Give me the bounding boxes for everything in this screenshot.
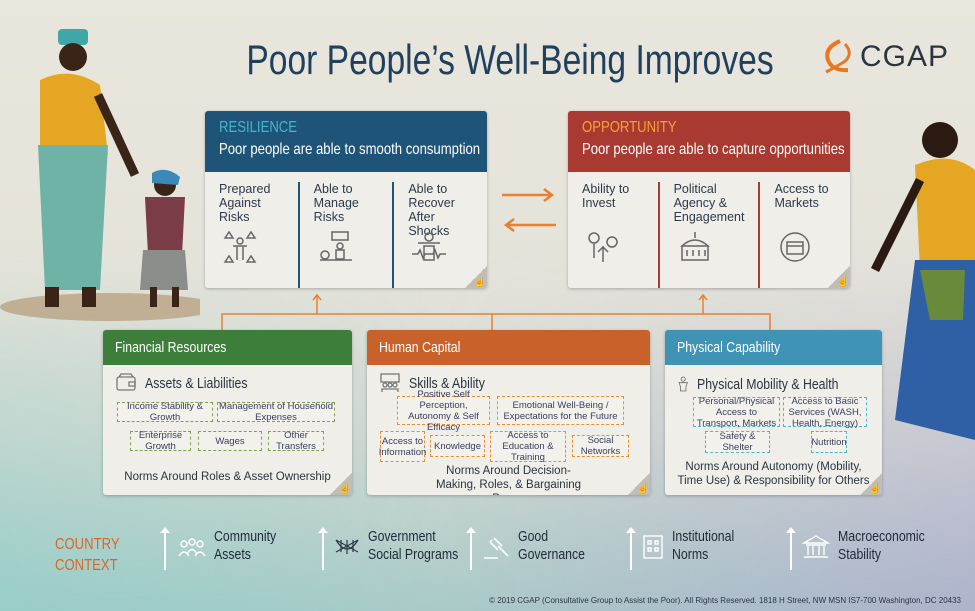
bank-columns-icon [802, 535, 830, 558]
connector-lines [221, 293, 771, 330]
opportunity-item: Ability to Invest [568, 182, 658, 288]
chip: Safety & Shelter [705, 431, 770, 453]
gavel-icon [484, 537, 509, 559]
opportunity-item: Political Agency & Engagement [657, 182, 759, 288]
chip: Other Transfers [268, 430, 324, 452]
up-arrow-icon [626, 527, 636, 570]
human-capital-card[interactable]: Human Capital Skills & Ability Positive … [367, 330, 650, 495]
context-item-institutional-norms[interactable]: Institutional Norms [626, 527, 748, 570]
chip: Access to Education & Training [490, 430, 566, 463]
up-arrow-icon [318, 527, 328, 570]
chip: Nutrition [811, 431, 847, 453]
resilience-item: Able to Recover After Shocks [392, 182, 487, 288]
resilience-item: Able to Manage Risks [297, 182, 393, 288]
wallet-icon [116, 373, 136, 391]
institution-building-icon [643, 535, 663, 559]
footer-copyright: © 2019 CGAP (Consultative Group to Assis… [489, 596, 961, 605]
resilience-card[interactable]: RESILIENCE Poor people are able to smoot… [205, 111, 487, 288]
cgap-logo[interactable]: CGAP [818, 38, 949, 76]
context-item-macroeconomic-stability[interactable]: Macroeconomic Stability [786, 527, 944, 570]
resilience-item: Prepared Against Risks [205, 182, 298, 288]
market-stall-icon [780, 232, 811, 262]
community-people-icon [178, 538, 206, 557]
chip: Positive Self Perception, Autonomy & Sel… [397, 389, 490, 433]
financial-resources-card[interactable]: Financial Resources Assets & Liabilities… [103, 330, 352, 495]
woman-and-child-illustration [0, 29, 200, 321]
country-context-label[interactable]: COUNTRY CONTEXT [55, 536, 120, 574]
chip: Access to Information [379, 431, 426, 462]
expand-corner-icon[interactable] [465, 266, 487, 288]
human-title: Human Capital [379, 339, 461, 356]
chip: Knowledge [430, 435, 485, 457]
physical-norms: Norms Around Autonomy (Mobility, Time Us… [677, 461, 870, 487]
balance-lift-icon [319, 231, 352, 261]
chip: Wages [198, 431, 262, 451]
chip: Personal/Physical Access to Transport, M… [693, 396, 780, 429]
page-title: Poor People’s Well-Being Improves [246, 36, 774, 83]
financial-norms: Norms Around Roles & Asset Ownership [124, 471, 331, 483]
physical-title: Physical Capability [677, 339, 781, 356]
up-arrow-icon [160, 527, 170, 570]
cgap-swirl-icon [825, 39, 851, 74]
opportunity-subtitle: Poor people are able to capture opportun… [582, 141, 845, 158]
walking-woman-illustration [870, 122, 975, 440]
human-norms: Norms Around Decision-Making, Roles, & B… [435, 465, 582, 495]
physical-section: Physical Mobility & Health [697, 375, 839, 393]
context-item-community-assets[interactable]: Community Assets [160, 527, 290, 570]
up-arrow-icon [786, 527, 796, 570]
chip: Enterprise Growth [130, 430, 191, 452]
recovery-heartbeat-icon [412, 232, 447, 261]
expand-corner-icon[interactable] [330, 473, 352, 495]
human-section: Skills & Ability [409, 374, 485, 392]
up-arrow-icon [466, 527, 476, 570]
context-item-good-governance[interactable]: Good Governance [466, 527, 600, 570]
exchange-arrows-icon [502, 188, 556, 232]
chip: Emotional Well-Being / Expectations for … [497, 396, 624, 425]
opportunity-item: Access to Markets [758, 182, 850, 288]
safety-net-icon [335, 539, 359, 554]
chip: Social Networks [572, 435, 629, 457]
opportunity-label: OPPORTUNITY [582, 119, 677, 136]
resilience-subtitle: Poor people are able to smooth consumpti… [219, 141, 481, 158]
financial-title: Financial Resources [115, 339, 227, 356]
growth-coins-icon [588, 232, 618, 262]
opportunity-card[interactable]: OPPORTUNITY Poor people are able to capt… [568, 111, 850, 288]
resilience-label: RESILIENCE [219, 119, 298, 136]
person-body-icon [678, 376, 688, 392]
group-training-icon [380, 373, 400, 392]
expand-corner-icon[interactable] [860, 473, 882, 495]
chip: Management of Household Expenses [217, 401, 335, 423]
chip: Access to Basic Services (WASH, Health, … [783, 396, 867, 429]
government-building-icon [679, 232, 710, 261]
financial-section: Assets & Liabilities [145, 374, 248, 392]
expand-corner-icon[interactable] [828, 266, 850, 288]
physical-capability-card[interactable]: Physical Capability Physical Mobility & … [665, 330, 882, 495]
context-item-government-social-programs[interactable]: Government Social Programs [318, 527, 478, 570]
logo-text: CGAP [860, 40, 950, 73]
risk-shield-icon [223, 230, 257, 263]
expand-corner-icon[interactable] [628, 473, 650, 495]
chip: Income Stability & Growth [117, 401, 213, 423]
